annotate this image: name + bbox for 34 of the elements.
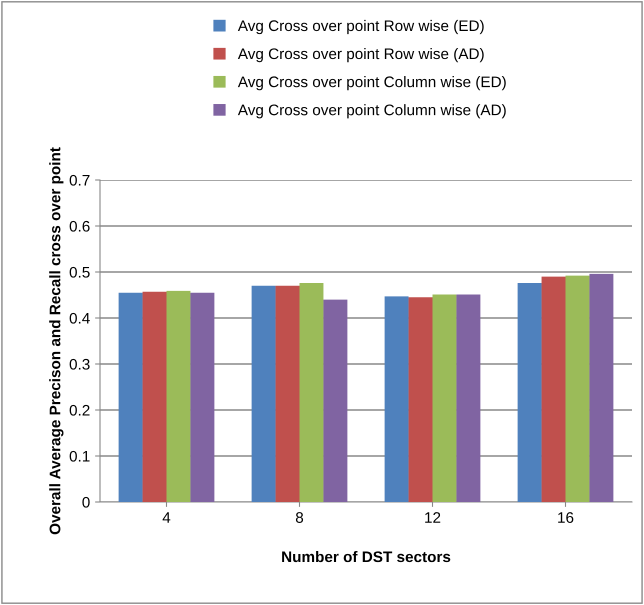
y-tick-label: 0.7 (70, 174, 90, 186)
bar (589, 274, 614, 502)
bar (323, 300, 348, 502)
y-tick-label: 0 (82, 496, 90, 508)
bar (300, 283, 324, 502)
y-tick-label: 0.1 (70, 450, 90, 462)
bar (542, 276, 566, 502)
legend-label: Avg Cross over point Column wise (AD) (238, 104, 506, 118)
x-tick-label: 16 (558, 512, 574, 523)
bar (432, 294, 456, 502)
y-tick-label: 0.2 (70, 404, 90, 416)
bar (142, 292, 166, 502)
bar (566, 276, 590, 502)
legend-label: Avg Cross over point Column wise (ED) (238, 76, 506, 90)
x-tick-label: 4 (162, 512, 170, 523)
y-tick-label: 0.5 (70, 266, 90, 278)
x-tick-label: 12 (425, 512, 440, 523)
bar (408, 297, 432, 502)
y-tick-label: 0.6 (70, 220, 90, 232)
bar (190, 292, 214, 502)
y-tick-label: 0.4 (70, 312, 90, 324)
x-axis-title: Number of DST sectors (282, 550, 450, 562)
bar (166, 290, 190, 502)
bar (384, 296, 409, 502)
bar (118, 292, 143, 502)
bar (518, 283, 542, 502)
bar (276, 286, 300, 502)
y-axis-title: Overall Average Precison and Recall cross over point (49, 147, 64, 534)
legend-label: Avg Cross over point Row wise (AD) (238, 48, 484, 62)
legend-label: Avg Cross over point Row wise (ED) (238, 20, 484, 34)
bar (456, 294, 480, 502)
bar (252, 286, 276, 502)
y-tick-label: 0.3 (70, 358, 90, 370)
x-tick-label: 8 (296, 512, 304, 523)
